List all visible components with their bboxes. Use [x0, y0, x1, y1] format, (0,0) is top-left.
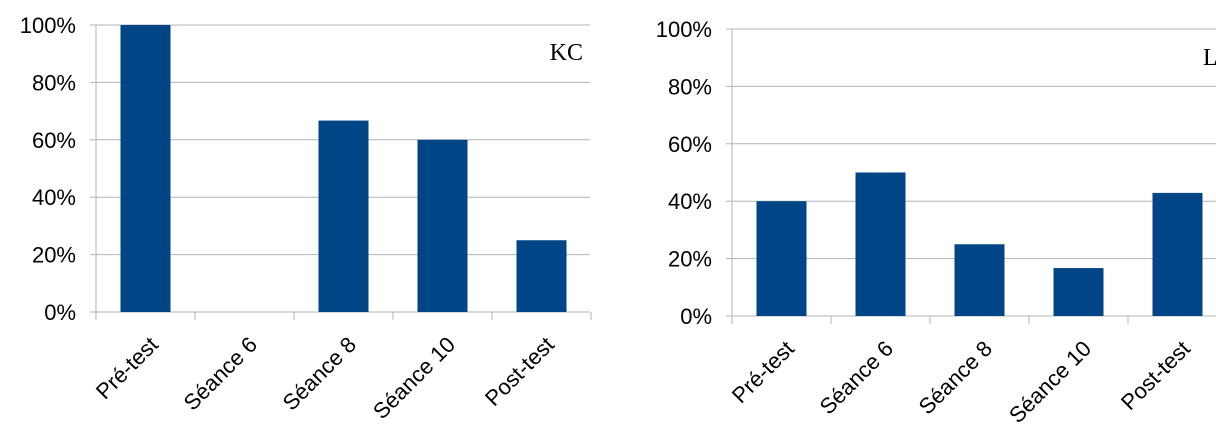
y-tick-label: 40%: [32, 185, 76, 210]
y-tick-label: 100%: [656, 17, 712, 42]
chart-title: KC: [550, 40, 583, 66]
bar: [120, 25, 171, 312]
x-tick-label: Post-test: [480, 332, 559, 411]
y-tick-label: 40%: [668, 189, 712, 214]
y-tick-label: 60%: [32, 128, 76, 153]
bar: [318, 120, 369, 312]
x-tick-label: Séance 6: [179, 332, 262, 415]
y-tick-label: 0%: [680, 304, 712, 329]
x-tick-label: Séance 10: [368, 332, 460, 424]
bar: [417, 139, 468, 312]
chart-kc: 0%20%40%60%80%100%Pré-test Séance 6 Séance…: [20, 13, 592, 424]
x-tick-label: Post-test: [1116, 336, 1195, 415]
x-tick-label: Séance 6: [815, 336, 898, 419]
bar: [855, 172, 906, 316]
x-tick-label: Séance 8: [278, 332, 361, 415]
y-tick-label: 20%: [668, 247, 712, 272]
x-tick-label: Séance 8: [914, 336, 997, 419]
bar: [756, 201, 807, 316]
y-tick-label: 0%: [44, 300, 76, 325]
chart-ld: 0%20%40%60%80%100%Pré-test Séance 6 Séance…: [656, 17, 1216, 428]
x-tick-label: Pré-test: [91, 332, 163, 404]
y-tick-label: 20%: [32, 243, 76, 268]
bar: [516, 240, 567, 312]
y-tick-label: 100%: [20, 13, 76, 38]
y-tick-label: 60%: [668, 132, 712, 157]
y-tick-label: 80%: [32, 70, 76, 95]
x-tick-label: Séance 10: [1004, 336, 1096, 428]
y-tick-label: 80%: [668, 74, 712, 99]
bar: [1053, 268, 1104, 316]
bar: [1152, 192, 1203, 316]
bar: [954, 244, 1005, 316]
x-tick-label: Pré-test: [727, 336, 799, 408]
chart-title: LD: [1203, 45, 1216, 71]
